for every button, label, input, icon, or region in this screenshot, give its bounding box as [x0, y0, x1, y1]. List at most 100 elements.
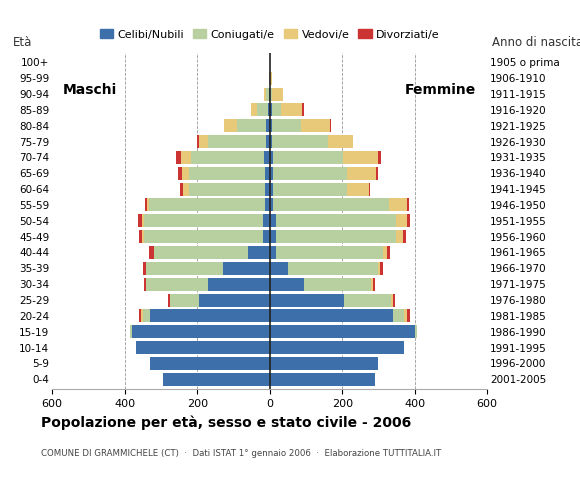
Bar — [208, 278, 270, 291]
Bar — [264, 87, 266, 100]
Bar — [271, 135, 328, 148]
Bar — [176, 151, 180, 164]
Bar — [258, 103, 268, 116]
Bar — [191, 151, 264, 164]
Bar — [183, 182, 189, 196]
Bar — [263, 230, 270, 243]
Bar — [281, 103, 302, 116]
Bar — [300, 119, 329, 132]
Bar — [224, 119, 237, 132]
Bar — [270, 87, 272, 100]
Text: Età: Età — [13, 36, 32, 49]
Text: Anno di nascita: Anno di nascita — [492, 36, 580, 49]
Text: Femmine: Femmine — [405, 83, 476, 97]
Bar — [270, 341, 404, 354]
Bar — [154, 246, 248, 259]
Bar — [266, 135, 270, 148]
Bar — [147, 198, 148, 212]
Bar — [264, 198, 270, 212]
Bar — [270, 278, 304, 291]
Bar — [270, 325, 415, 338]
Bar — [270, 198, 273, 212]
Bar — [150, 310, 270, 323]
Bar — [269, 87, 270, 100]
Bar — [150, 357, 270, 370]
Bar — [270, 310, 393, 323]
Bar — [371, 278, 373, 291]
Bar — [344, 294, 391, 307]
Bar — [263, 214, 270, 228]
Bar — [139, 230, 142, 243]
Text: Maschi: Maschi — [63, 83, 117, 97]
Bar — [378, 151, 380, 164]
Bar — [144, 230, 263, 243]
Bar — [276, 214, 396, 228]
Bar — [271, 103, 281, 116]
Bar — [343, 151, 378, 164]
Bar — [268, 103, 270, 116]
Bar — [407, 214, 409, 228]
Bar — [270, 246, 276, 259]
Bar — [270, 357, 378, 370]
Bar — [383, 246, 387, 259]
Bar — [404, 310, 407, 323]
Bar — [302, 103, 304, 116]
Text: Popolazione per età, sesso e stato civile - 2006: Popolazione per età, sesso e stato civil… — [41, 415, 411, 430]
Bar — [142, 214, 143, 228]
Bar — [270, 373, 375, 386]
Bar — [270, 103, 271, 116]
Bar — [132, 325, 270, 338]
Bar — [393, 310, 404, 323]
Bar — [276, 246, 383, 259]
Bar — [251, 103, 258, 116]
Bar — [272, 87, 283, 100]
Bar — [237, 119, 266, 132]
Bar — [396, 214, 407, 228]
Bar — [288, 262, 378, 275]
Bar — [178, 167, 182, 180]
Bar — [130, 325, 132, 338]
Bar — [380, 262, 383, 275]
Bar — [273, 167, 347, 180]
Bar — [143, 262, 146, 275]
Bar — [264, 151, 270, 164]
Bar — [265, 182, 270, 196]
Bar — [393, 294, 395, 307]
Bar — [273, 182, 347, 196]
Bar — [266, 119, 270, 132]
Bar — [248, 246, 270, 259]
Bar — [304, 278, 371, 291]
Bar — [270, 167, 273, 180]
Bar — [170, 294, 199, 307]
Bar — [270, 214, 276, 228]
Bar — [387, 246, 390, 259]
Bar — [270, 119, 271, 132]
Bar — [347, 182, 369, 196]
Bar — [270, 182, 273, 196]
Bar — [270, 151, 273, 164]
Bar — [347, 167, 376, 180]
Bar — [373, 278, 375, 291]
Bar — [139, 310, 141, 323]
Bar — [180, 182, 183, 196]
Bar — [180, 151, 191, 164]
Bar — [143, 310, 150, 323]
Bar — [136, 341, 270, 354]
Bar — [271, 119, 300, 132]
Bar — [148, 198, 264, 212]
Bar — [199, 135, 208, 148]
Bar — [376, 167, 378, 180]
Bar — [208, 135, 266, 148]
Legend: Celibi/Nubili, Coniugati/e, Vedovi/e, Divorziati/e: Celibi/Nubili, Coniugati/e, Vedovi/e, Di… — [95, 25, 444, 44]
Bar — [143, 278, 146, 291]
Bar — [146, 278, 208, 291]
Bar — [189, 167, 265, 180]
Bar — [407, 310, 411, 323]
Bar — [276, 230, 396, 243]
Bar — [273, 198, 389, 212]
Bar — [265, 167, 270, 180]
Bar — [270, 72, 272, 84]
Bar — [163, 373, 270, 386]
Bar — [145, 198, 147, 212]
Bar — [141, 310, 143, 323]
